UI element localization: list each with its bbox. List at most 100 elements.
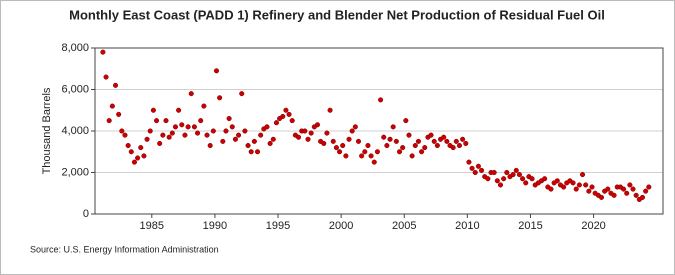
y-tick-label: 2,000: [61, 166, 89, 178]
data-point: [630, 186, 636, 192]
data-point: [258, 132, 264, 138]
data-point: [381, 134, 387, 140]
data-point: [308, 130, 314, 136]
data-point: [267, 140, 273, 146]
data-point: [226, 116, 232, 122]
data-point: [280, 113, 286, 120]
data-point: [624, 190, 630, 196]
data-point: [264, 124, 270, 130]
data-point: [633, 192, 639, 198]
data-point: [176, 107, 182, 113]
data-point: [583, 182, 589, 188]
data-point: [466, 159, 472, 165]
data-point: [330, 138, 336, 144]
data-point: [453, 138, 459, 144]
chart-title: Monthly East Coast (PADD 1) Refinery and…: [69, 7, 605, 22]
data-point: [270, 136, 276, 142]
data-point: [469, 165, 475, 171]
data-point: [422, 145, 428, 151]
data-point: [116, 111, 122, 117]
data-point: [646, 184, 652, 190]
data-point: [166, 134, 172, 140]
data-point: [188, 91, 194, 97]
data-point: [153, 118, 160, 124]
data-point: [131, 159, 137, 165]
data-point: [195, 130, 201, 136]
data-point: [475, 163, 481, 169]
data-point: [479, 167, 485, 173]
x-tick-label: 2020: [581, 220, 605, 232]
data-point: [463, 140, 469, 146]
data-point: [390, 124, 396, 130]
data-point: [352, 124, 358, 130]
source: Source: U.S. Energy Information Administ…: [30, 244, 219, 254]
data-point: [621, 186, 627, 192]
data-point: [346, 136, 352, 142]
data-point: [403, 118, 409, 124]
data-point: [355, 138, 362, 144]
data-point: [460, 136, 466, 142]
data-point: [579, 172, 586, 178]
data-point: [542, 176, 548, 182]
y-tick-label: 6,000: [61, 83, 89, 95]
data-point: [337, 149, 343, 155]
data-point: [223, 128, 229, 134]
data-point: [428, 132, 434, 138]
data-point: [516, 172, 522, 178]
data-point: [586, 188, 592, 194]
data-point: [207, 142, 213, 149]
data-point: [217, 95, 223, 101]
data-point: [589, 184, 595, 190]
data-point: [160, 132, 166, 138]
data-point: [548, 186, 554, 192]
data-point: [283, 107, 289, 113]
x-tick-label: 2005: [392, 220, 416, 232]
data-point: [286, 111, 292, 117]
data-point: [210, 128, 216, 134]
data-point: [314, 122, 321, 128]
data-point: [368, 153, 374, 159]
data-point: [103, 74, 109, 80]
x-tick-label: 2015: [518, 220, 542, 232]
data-point: [201, 103, 207, 109]
data-point: [374, 149, 380, 155]
data-point: [138, 145, 144, 151]
data-point: [359, 153, 365, 159]
data-point: [504, 169, 510, 176]
data-point: [119, 128, 125, 134]
data-point: [393, 138, 399, 144]
data-point: [605, 186, 611, 192]
y-tick-label: 8,000: [61, 42, 89, 54]
data-point: [365, 142, 371, 149]
data-point: [185, 124, 191, 130]
data-point: [135, 155, 141, 161]
data-point: [456, 142, 463, 149]
data-point: [242, 128, 248, 134]
data-point: [510, 172, 516, 178]
data-point: [513, 167, 519, 173]
data-point: [229, 124, 235, 130]
data-point: [141, 153, 147, 159]
data-point: [501, 176, 507, 182]
data-point: [198, 118, 204, 124]
data-point: [450, 145, 456, 151]
data-point: [639, 194, 646, 200]
data-point: [340, 142, 346, 149]
data-point: [163, 118, 169, 124]
data-point: [172, 124, 179, 130]
data-point: [295, 134, 302, 140]
data-point: [273, 120, 279, 126]
data-point: [431, 138, 437, 144]
y-tick-label: 4,000: [61, 125, 89, 137]
data-point: [520, 176, 526, 182]
data-point: [396, 149, 403, 155]
data-point: [573, 186, 579, 192]
data-point: [491, 169, 497, 176]
data-point: [169, 130, 175, 136]
data-point: [150, 107, 156, 113]
data-point: [371, 159, 377, 165]
data-point: [147, 128, 153, 134]
data-point: [128, 149, 134, 155]
